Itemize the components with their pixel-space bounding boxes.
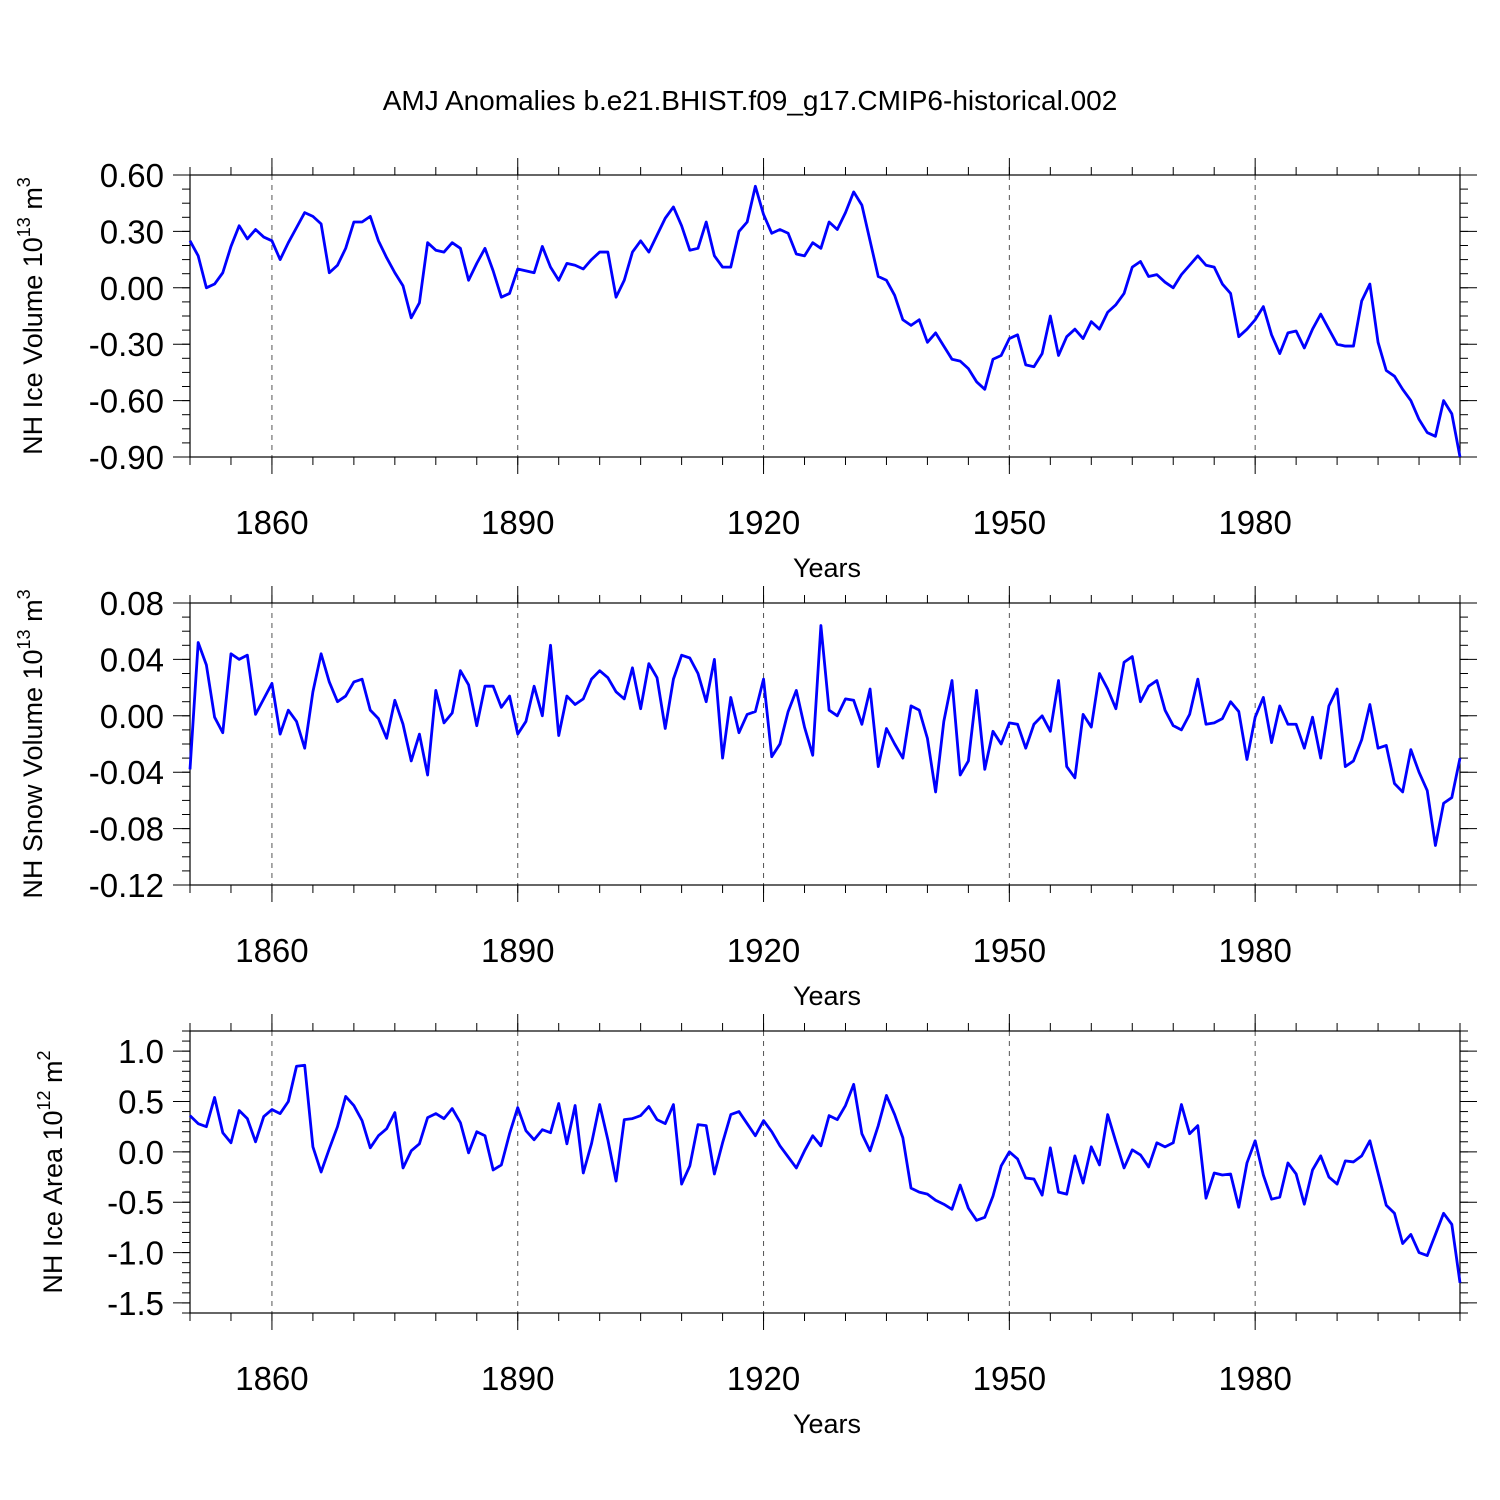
y-tick-label: 0.30 [100,213,164,250]
x-tick-label: 1920 [727,932,800,969]
y-axis-label-base: NH Snow Volume 10 [18,649,48,898]
x-tick-label: 1950 [973,932,1046,969]
y-tick-label: 0.00 [100,270,164,307]
y-axis-label-unit-exponent: 3 [14,177,34,187]
x-tick-label: 1860 [235,504,308,541]
y-tick-label: 0.5 [118,1084,164,1121]
y-axis-label-base: NH Ice Area 10 [38,1110,68,1293]
y-axis-label-exponent: 13 [14,629,34,649]
y-axis-label-unit-exponent: 3 [14,589,34,599]
y-tick-label: -0.60 [89,383,164,420]
y-axis-label-unit: m [38,1060,68,1090]
y-axis-label: NH Ice Volume 1013 m3 [14,177,48,455]
plot-frame [189,174,1461,458]
y-axis-label-unit: m [18,599,48,629]
x-tick-label: 1860 [235,932,308,969]
y-axis-label-unit: m [18,187,48,217]
y-tick-label: -0.30 [89,326,164,363]
series-line [188,624,1462,847]
x-tick-label: 1890 [481,932,554,969]
y-tick-label: 0.0 [118,1134,164,1171]
y-tick-label: -0.04 [89,754,164,791]
x-tick-label: 1890 [481,1360,554,1397]
y-tick-label: -0.90 [89,439,164,476]
y-axis-label: NH Snow Volume 1013 m3 [14,589,48,898]
x-tick-label: 1950 [973,1360,1046,1397]
y-tick-label: -0.12 [89,867,164,904]
plot-frame [189,1030,1461,1314]
x-axis-label: Years [793,1409,861,1439]
y-axis-label-unit-exponent: 2 [34,1050,54,1060]
x-axis-label: Years [793,553,861,583]
x-tick-label: 1920 [727,504,800,541]
y-axis-label-base: NH Ice Volume 10 [18,237,48,455]
panel-nh-ice-volume: 1860 1890 1920 1950 1980 0.60 0.30 0.00 -0.30 -0.… [14,157,1477,583]
y-tick-label: -0.5 [107,1184,164,1221]
plot-frame [189,602,1461,886]
x-tick-label: 1980 [1218,504,1291,541]
y-tick-label: 0.00 [100,698,164,735]
y-axis-label-exponent: 13 [14,217,34,237]
x-tick-label: 1950 [973,504,1046,541]
x-tick-label: 1920 [727,1360,800,1397]
panel-nh-snow-volume: 1860 1890 1920 1950 1980 0.08 0.04 0.00 -0.04 -0.… [14,585,1477,1011]
series-line [189,1063,1462,1283]
y-tick-label: 1.0 [118,1033,164,1070]
panel-nh-ice-area: 1860 1890 1920 1950 1980 1.0 0.5 0.0 -0.5 -1.0 -1.… [34,1014,1477,1439]
x-tick-label: 1890 [481,504,554,541]
y-tick-label: -1.5 [107,1285,164,1322]
x-tick-label: 1980 [1218,932,1291,969]
x-tick-label: 1860 [235,1360,308,1397]
y-tick-label: 0.04 [100,641,164,678]
series-line [188,184,1462,458]
y-tick-label: 0.08 [100,585,164,622]
y-tick-label: -1.0 [107,1235,164,1272]
figure-title: AMJ Anomalies b.e21.BHIST.f09_g17.CMIP6-… [383,85,1118,116]
y-tick-label: -0.08 [89,811,164,848]
y-tick-label: 0.60 [100,157,164,194]
y-axis-label-exponent: 12 [34,1090,54,1110]
y-axis-label: NH Ice Area 1012 m2 [34,1050,68,1293]
x-tick-label: 1980 [1218,1360,1291,1397]
x-axis-label: Years [793,981,861,1011]
